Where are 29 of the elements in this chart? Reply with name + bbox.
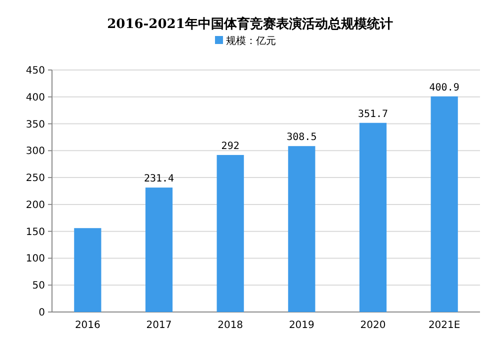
y-tick-label: 100 xyxy=(26,254,45,265)
y-tick-label: 300 xyxy=(26,146,45,158)
x-tick-label: 2016 xyxy=(74,320,100,331)
chart-title: 2016-2021年中国体育竞赛表演活动总规模统计 xyxy=(107,16,393,32)
data-label: 308.5 xyxy=(286,132,317,144)
x-tick-label: 2019 xyxy=(288,320,314,331)
y-tick-label: 50 xyxy=(32,280,45,292)
bar xyxy=(74,228,102,312)
x-tick-label: 2017 xyxy=(146,320,172,331)
y-tick-label: 450 xyxy=(26,66,45,76)
bar xyxy=(430,96,458,312)
y-tick-label: 0 xyxy=(38,308,45,318)
x-tick-label: 2020 xyxy=(360,320,386,331)
data-label: 351.7 xyxy=(358,108,388,120)
legend-label: 规模：亿元 xyxy=(226,35,276,47)
bar xyxy=(216,154,244,312)
data-label: 400.9 xyxy=(429,82,460,94)
x-tick-label: 2021E xyxy=(428,320,460,331)
y-tick-label: 250 xyxy=(26,173,45,184)
data-label: 231.4 xyxy=(144,174,174,185)
bar xyxy=(359,122,387,312)
bar xyxy=(145,188,173,312)
y-tick-label: 200 xyxy=(26,200,45,211)
data-label: 292 xyxy=(221,140,240,152)
y-tick-label: 150 xyxy=(26,226,45,238)
x-tick-label: 2018 xyxy=(218,320,244,331)
y-tick-label: 400 xyxy=(26,92,45,104)
y-tick-label: 350 xyxy=(26,119,45,130)
bar xyxy=(288,146,316,312)
